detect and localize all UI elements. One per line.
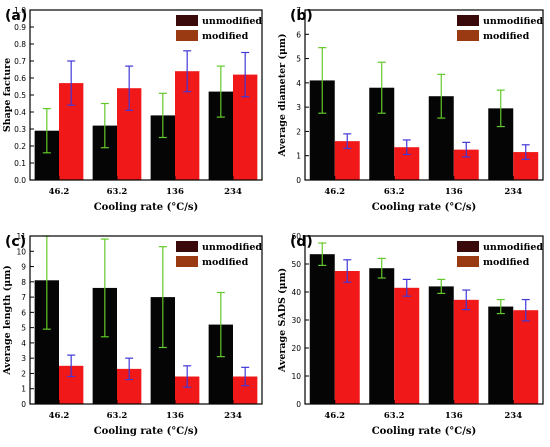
x-tick-label: 234 <box>224 187 242 197</box>
bar-modified-234 <box>513 310 539 404</box>
legend-swatch-unmodified <box>176 241 198 252</box>
legend-label-unmodified: unmodified <box>202 242 262 253</box>
y-tick-label: 8 <box>21 278 26 287</box>
legend-swatch-modified <box>457 256 479 267</box>
legend-label-modified: modified <box>483 31 530 42</box>
x-tick-label: 63.2 <box>384 187 405 197</box>
y-tick-label: 0.5 <box>14 91 26 100</box>
y-tick-label: 0.3 <box>14 125 26 134</box>
y-axis-title: Average diameter (μm) <box>277 34 288 158</box>
y-tick-label: 9 <box>21 263 26 272</box>
legend-swatch-unmodified <box>457 241 479 252</box>
x-tick-label: 46.2 <box>324 187 345 197</box>
y-tick-label: 60 <box>291 232 301 241</box>
legend-swatch-unmodified <box>176 15 198 26</box>
y-tick-label: 4 <box>296 79 301 88</box>
x-tick-label: 63.2 <box>107 187 128 197</box>
x-tick-label: 234 <box>504 187 522 197</box>
x-tick-label: 136 <box>166 187 184 197</box>
y-tick-label: 0.1 <box>14 159 26 168</box>
y-tick-label: 7 <box>296 6 301 15</box>
x-tick-label: 63.2 <box>384 411 405 421</box>
legend-label-unmodified: unmodified <box>202 16 262 27</box>
bar-unmodified-46.2 <box>309 254 335 404</box>
x-tick-label: 234 <box>224 411 242 421</box>
y-tick-label: 2 <box>296 127 301 136</box>
y-tick-label: 0 <box>296 400 301 409</box>
y-tick-label: 5 <box>21 324 26 333</box>
y-tick-label: 2 <box>21 369 26 378</box>
legend-label-modified: modified <box>483 257 530 268</box>
panel-1: (a) 0.0 0.1 0.2 0.3 0.4 0.5 0.6 0.7 0.8 0.9 1.0 46.2… <box>2 6 263 213</box>
legend-swatch-modified <box>457 30 479 41</box>
bar-modified-136 <box>453 299 479 404</box>
y-tick-label: 0.2 <box>14 142 26 151</box>
y-tick-label: 10 <box>291 372 301 381</box>
y-tick-label: 4 <box>21 339 26 348</box>
x-tick-label: 46.2 <box>49 187 70 197</box>
x-axis-title: Cooling rate (°C/s) <box>94 202 199 213</box>
x-tick-label: 63.2 <box>107 411 128 421</box>
x-axis-title: Cooling rate (°C/s) <box>372 426 477 437</box>
y-tick-label: 3 <box>296 103 301 112</box>
panel-label: (c) <box>5 234 26 250</box>
panel-label: (a) <box>5 8 27 24</box>
panel-label: (d) <box>290 234 313 250</box>
x-tick-label: 46.2 <box>324 411 345 421</box>
y-tick-label: 6 <box>296 30 301 39</box>
y-tick-label: 7 <box>21 293 26 302</box>
y-tick-label: 10 <box>16 247 26 256</box>
y-axis-title: Average length (μm) <box>2 265 13 376</box>
y-tick-label: 3 <box>21 354 26 363</box>
y-tick-label: 0.7 <box>14 57 26 66</box>
plot-frame <box>304 9 544 181</box>
y-tick-label: 1 <box>296 152 301 161</box>
x-tick-label: 136 <box>445 411 463 421</box>
x-axis-title: Cooling rate (°C/s) <box>94 426 199 437</box>
x-tick-label: 136 <box>445 187 463 197</box>
legend-swatch-modified <box>176 256 198 267</box>
y-tick-label: 1 <box>21 385 26 394</box>
bar-modified-63.2 <box>394 287 420 404</box>
bar-unmodified-136 <box>428 286 454 404</box>
panel-label: (b) <box>290 8 313 24</box>
bar-unmodified-63.2 <box>369 268 395 404</box>
y-axis-title: Shape facture <box>2 58 13 132</box>
x-tick-label: 234 <box>504 411 522 421</box>
y-tick-label: 6 <box>21 308 26 317</box>
y-tick-label: 5 <box>296 55 301 64</box>
x-tick-label: 46.2 <box>49 411 70 421</box>
plot-frame <box>29 235 263 405</box>
legend-swatch-modified <box>176 30 198 41</box>
x-tick-label: 136 <box>166 411 184 421</box>
y-tick-label: 0.0 <box>14 176 26 185</box>
y-tick-label: 0 <box>296 176 301 185</box>
x-axis-title: Cooling rate (°C/s) <box>372 202 477 213</box>
bar-unmodified-234 <box>488 306 514 404</box>
y-axis-title: Average SADS (μm) <box>277 268 288 373</box>
y-tick-label: 0.9 <box>14 23 26 32</box>
legend-label-modified: modified <box>202 31 249 42</box>
y-tick-label: 40 <box>291 288 301 297</box>
y-tick-label: 11 <box>16 232 26 241</box>
y-tick-label: 1.0 <box>14 6 26 15</box>
legend-label-unmodified: unmodified <box>483 16 543 27</box>
y-tick-label: 0.6 <box>14 74 26 83</box>
y-tick-label: 0 <box>21 400 26 409</box>
y-tick-label: 30 <box>291 316 301 325</box>
legend-label-unmodified: unmodified <box>483 242 543 253</box>
bar-modified-46.2 <box>334 271 360 404</box>
panel-4: (d) 0 10 20 30 40 50 60 46.2 63.2 136 234 Cooling ra… <box>277 232 544 437</box>
y-tick-label: 20 <box>291 344 301 353</box>
y-tick-label: 0.8 <box>14 40 26 49</box>
y-tick-label: 0.4 <box>14 108 26 117</box>
legend-label-modified: modified <box>202 257 249 268</box>
y-tick-label: 50 <box>291 260 301 269</box>
legend-swatch-unmodified <box>457 15 479 26</box>
